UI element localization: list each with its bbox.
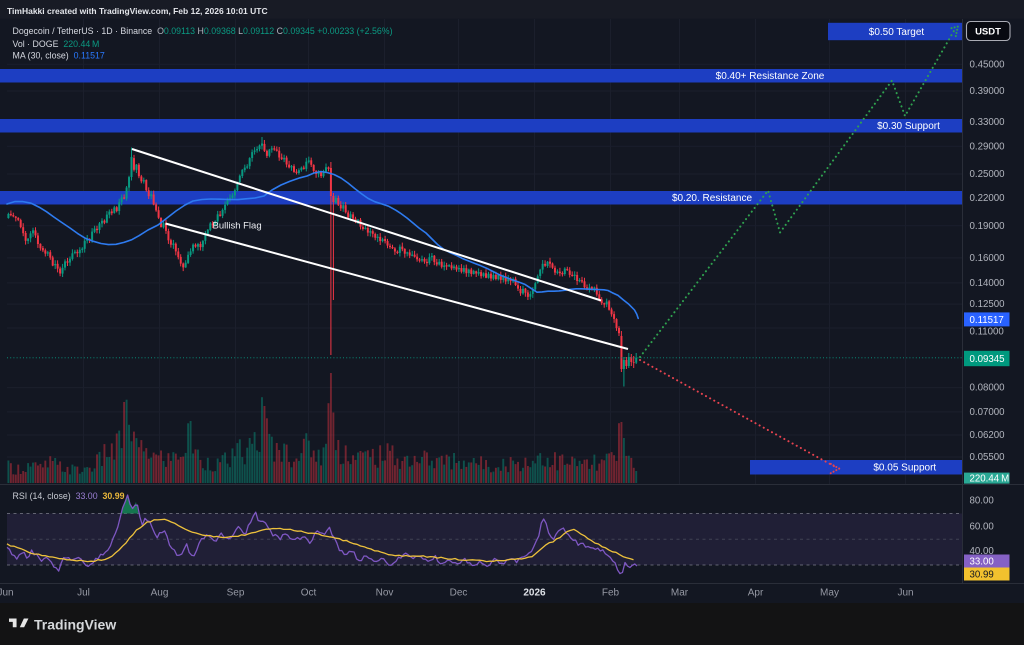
svg-text:33.00: 33.00: [970, 556, 995, 567]
svg-text:0.14000: 0.14000: [970, 278, 1006, 289]
svg-text:TimHakki created with TradingV: TimHakki created with TradingView.com, F…: [7, 6, 268, 16]
svg-text:0.39000: 0.39000: [970, 86, 1006, 97]
svg-text:220.44 M: 220.44 M: [970, 473, 1010, 484]
svg-text:0.29000: 0.29000: [970, 141, 1006, 152]
svg-text:60.00: 60.00: [970, 522, 995, 533]
svg-text:Mar: Mar: [671, 588, 689, 599]
svg-text:30.99: 30.99: [970, 569, 994, 580]
svg-text:RSI (14, close) 33.00 30.99: RSI (14, close) 33.00 30.99: [13, 491, 125, 501]
svg-text:Vol · DOGE 220.44 M: Vol · DOGE 220.44 M: [13, 39, 100, 49]
svg-text:0.25000: 0.25000: [970, 169, 1006, 180]
svg-text:0.06200: 0.06200: [970, 430, 1006, 441]
svg-text:0.33000: 0.33000: [970, 117, 1006, 128]
svg-text:0.07000: 0.07000: [970, 407, 1006, 418]
svg-text:MA (30, close) 0.11517: MA (30, close) 0.11517: [13, 50, 105, 60]
svg-text:Jun: Jun: [897, 588, 913, 599]
svg-text:Bullish Flag: Bullish Flag: [213, 221, 262, 232]
svg-text:Jun: Jun: [0, 588, 14, 599]
svg-text:0.09345: 0.09345: [970, 354, 1005, 365]
svg-text:May: May: [820, 588, 839, 599]
svg-text:TradingView: TradingView: [34, 617, 116, 633]
svg-text:80.00: 80.00: [970, 495, 995, 506]
svg-text:2026: 2026: [523, 588, 546, 599]
svg-text:Aug: Aug: [151, 588, 169, 599]
svg-text:$0.20. Resistance: $0.20. Resistance: [672, 193, 752, 204]
svg-text:0.19000: 0.19000: [970, 221, 1006, 232]
svg-text:0.05500: 0.05500: [970, 452, 1006, 463]
svg-text:Dogecoin / TetherUS · 1D · Bin: Dogecoin / TetherUS · 1D · Binance O0.09…: [13, 26, 393, 36]
svg-text:0.11517: 0.11517: [970, 315, 1004, 326]
svg-text:USDT: USDT: [975, 27, 1001, 38]
svg-text:0.11000: 0.11000: [970, 327, 1005, 338]
svg-text:$0.50 Target: $0.50 Target: [869, 27, 925, 38]
svg-text:Sep: Sep: [227, 588, 245, 599]
svg-text:Nov: Nov: [376, 588, 394, 599]
svg-text:40.00: 40.00: [970, 546, 995, 557]
svg-text:Jul: Jul: [77, 588, 90, 599]
svg-text:$0.05 Support: $0.05 Support: [873, 463, 936, 474]
svg-text:Dec: Dec: [450, 588, 468, 599]
svg-text:Apr: Apr: [748, 588, 764, 599]
svg-text:Feb: Feb: [602, 588, 620, 599]
svg-text:0.16000: 0.16000: [970, 253, 1006, 264]
svg-text:$0.40+ Resistance Zone: $0.40+ Resistance Zone: [716, 71, 825, 82]
svg-text:0.45000: 0.45000: [970, 59, 1006, 70]
svg-text:0.12500: 0.12500: [970, 299, 1006, 310]
svg-text:Oct: Oct: [301, 588, 317, 599]
svg-text:$0.30 Support: $0.30 Support: [877, 121, 940, 132]
svg-text:0.08000: 0.08000: [970, 383, 1006, 394]
svg-text:0.22000: 0.22000: [970, 193, 1006, 204]
